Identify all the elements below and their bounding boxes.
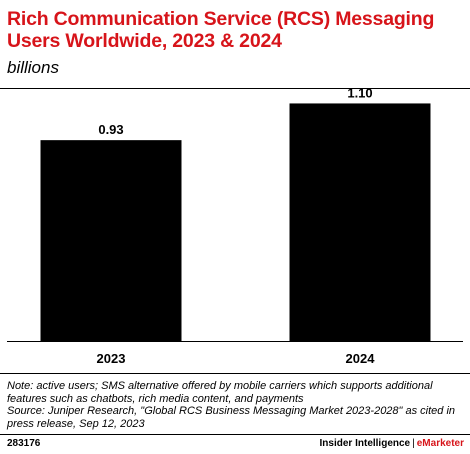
chart-note: Note: active users; SMS alternative offe…: [7, 380, 433, 405]
brand-logo: Insider Intelligence | eMarketer: [320, 438, 464, 449]
brand-separator: |: [412, 438, 415, 449]
chart-subtitle: billions: [7, 58, 59, 77]
bar-2023: [40, 140, 182, 341]
chart-source: Source: Juniper Research, "Global RCS Bu…: [7, 405, 456, 430]
bars-group: 0.93 1.10: [40, 85, 431, 341]
chart-id: 283176: [7, 438, 41, 449]
notes-block: Note: active users; SMS alternative offe…: [7, 380, 467, 430]
chart-title: Rich Communication Service (RCS) Messagi…: [7, 8, 435, 52]
bar-2024: [289, 103, 431, 341]
x-tick-label-2023: 2023: [97, 351, 126, 366]
x-tick-label-2024: 2024: [346, 351, 376, 366]
data-label-2024: 1.10: [347, 85, 372, 100]
brand-main: Insider Intelligence: [319, 438, 411, 449]
x-ticks-group: 2023 2024: [97, 351, 376, 366]
brand-accent: eMarketer: [416, 438, 464, 449]
data-label-2023: 0.93: [98, 122, 123, 137]
footer-rule: [0, 434, 470, 435]
